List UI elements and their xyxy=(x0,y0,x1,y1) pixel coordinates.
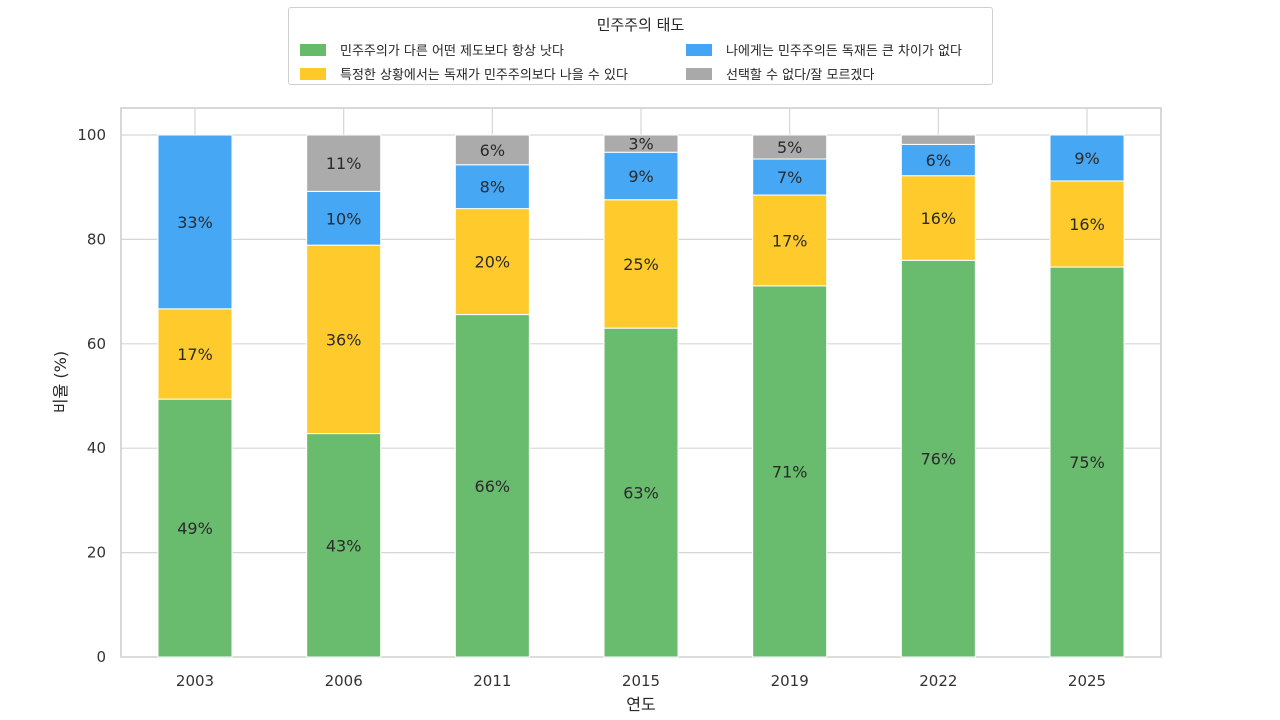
bar-segment xyxy=(306,244,382,435)
bar-value-label: 25% xyxy=(623,255,659,274)
bar-segment xyxy=(603,199,679,329)
y-tick-label: 0 xyxy=(96,648,106,666)
legend-swatch-green xyxy=(300,43,326,56)
bar-segment xyxy=(1049,134,1125,182)
bar-value-label: 7% xyxy=(777,168,802,187)
bar-value-label: 66% xyxy=(475,477,511,496)
bar-value-label: 9% xyxy=(1074,149,1099,168)
bar-value-label: 3% xyxy=(628,135,653,154)
bar-value-label: 8% xyxy=(480,178,505,197)
legend: 민주주의 태도 민주주의가 다른 어떤 제도보다 항상 낫다 특정한 상황에서는… xyxy=(288,7,993,85)
bar-value-label: 16% xyxy=(1069,215,1105,234)
bar-value-label: 75% xyxy=(1069,453,1105,472)
y-tick-labels: 0 20 40 60 80 100 xyxy=(77,126,106,666)
x-tick-label: 2003 xyxy=(176,672,214,690)
legend-item-dictatorship-better: 특정한 상황에서는 독재가 민주주의보다 나을 수 있다 xyxy=(300,64,628,83)
bar-segment xyxy=(157,134,233,310)
x-tick-label: 2015 xyxy=(622,672,660,690)
bar-segment xyxy=(306,134,382,192)
bar-value-label: 63% xyxy=(623,484,659,503)
y-axis-label: 비율 (%) xyxy=(51,351,70,413)
bar-value-label: 10% xyxy=(326,209,362,228)
y-tick-label: 80 xyxy=(87,230,106,248)
bar-segment xyxy=(752,194,828,287)
bar-value-label: 16% xyxy=(921,209,957,228)
legend-item-dont-know: 선택할 수 없다/잘 모르겠다 xyxy=(686,64,874,83)
bar-segment xyxy=(900,259,976,658)
y-tick-label: 100 xyxy=(77,126,106,144)
x-tick-label: 2006 xyxy=(325,672,363,690)
bar-value-label: 17% xyxy=(177,345,213,364)
bar-value-label: 20% xyxy=(475,253,511,272)
legend-label: 나에게는 민주주의든 독재든 큰 차이가 없다 xyxy=(726,44,962,59)
x-tick-label: 2011 xyxy=(473,672,511,690)
bar-value-label: 36% xyxy=(326,330,362,349)
x-tick-label: 2022 xyxy=(919,672,957,690)
bar-segment xyxy=(752,285,828,658)
legend-title: 민주주의 태도 xyxy=(596,16,685,34)
legend-label: 선택할 수 없다/잘 모르겠다 xyxy=(726,68,875,83)
bar-segment xyxy=(1049,180,1125,268)
x-tick-label: 2019 xyxy=(771,672,809,690)
y-tick-label: 60 xyxy=(87,335,106,353)
bar-segment xyxy=(603,151,679,201)
bar-value-label: 43% xyxy=(326,536,362,555)
bar-value-label: 5% xyxy=(777,138,802,157)
legend-label: 특정한 상황에서는 독재가 민주주의보다 나을 수 있다 xyxy=(340,68,628,83)
x-axis-label: 연도 xyxy=(626,695,655,714)
legend-swatch-gray xyxy=(686,67,712,80)
bar-value-label: 71% xyxy=(772,462,808,481)
bars xyxy=(157,134,1125,658)
y-tick-label: 40 xyxy=(87,439,106,457)
bar-segment xyxy=(454,134,530,166)
bar-segment xyxy=(454,314,530,658)
y-tick-label: 20 xyxy=(87,544,106,562)
legend-item-no-difference: 나에게는 민주주의든 독재든 큰 차이가 없다 xyxy=(686,40,962,59)
bar-segment xyxy=(157,398,233,658)
bar-segment xyxy=(752,134,828,160)
legend-item-always-better: 민주주의가 다른 어떤 제도보다 항상 낫다 xyxy=(300,40,564,59)
bar-segment xyxy=(306,190,382,246)
bar-value-label: 9% xyxy=(628,167,653,186)
bar-value-label: 33% xyxy=(177,213,213,232)
bar-segment xyxy=(306,433,382,658)
bar-labels: 49% 17% 33% 43% 36% 10% 11% 66% 20% 8% 6% 63% 25% 9% 3… xyxy=(177,135,1105,556)
x-tick-label: 2025 xyxy=(1068,672,1106,690)
bar-segment xyxy=(603,327,679,658)
bar-segment xyxy=(603,134,679,153)
bar-value-label: 76% xyxy=(921,450,957,469)
bar-segment xyxy=(900,175,976,261)
bar-value-label: 17% xyxy=(772,231,808,250)
legend-swatch-blue xyxy=(686,43,712,56)
bar-segment xyxy=(900,134,976,145)
legend-label: 민주주의가 다른 어떤 제도보다 항상 낫다 xyxy=(340,44,564,59)
legend-swatch-yellow xyxy=(300,67,326,80)
bar-value-label: 6% xyxy=(480,141,505,160)
x-tick-labels: 2003 2006 2011 2015 2019 2022 2025 xyxy=(176,672,1106,690)
bar-value-label: 11% xyxy=(326,154,362,173)
bar-segment xyxy=(157,308,233,400)
bar-segment xyxy=(1049,266,1125,658)
bar-value-label: 49% xyxy=(177,519,213,538)
bar-value-label: 6% xyxy=(926,151,951,170)
bar-segment xyxy=(454,208,530,316)
